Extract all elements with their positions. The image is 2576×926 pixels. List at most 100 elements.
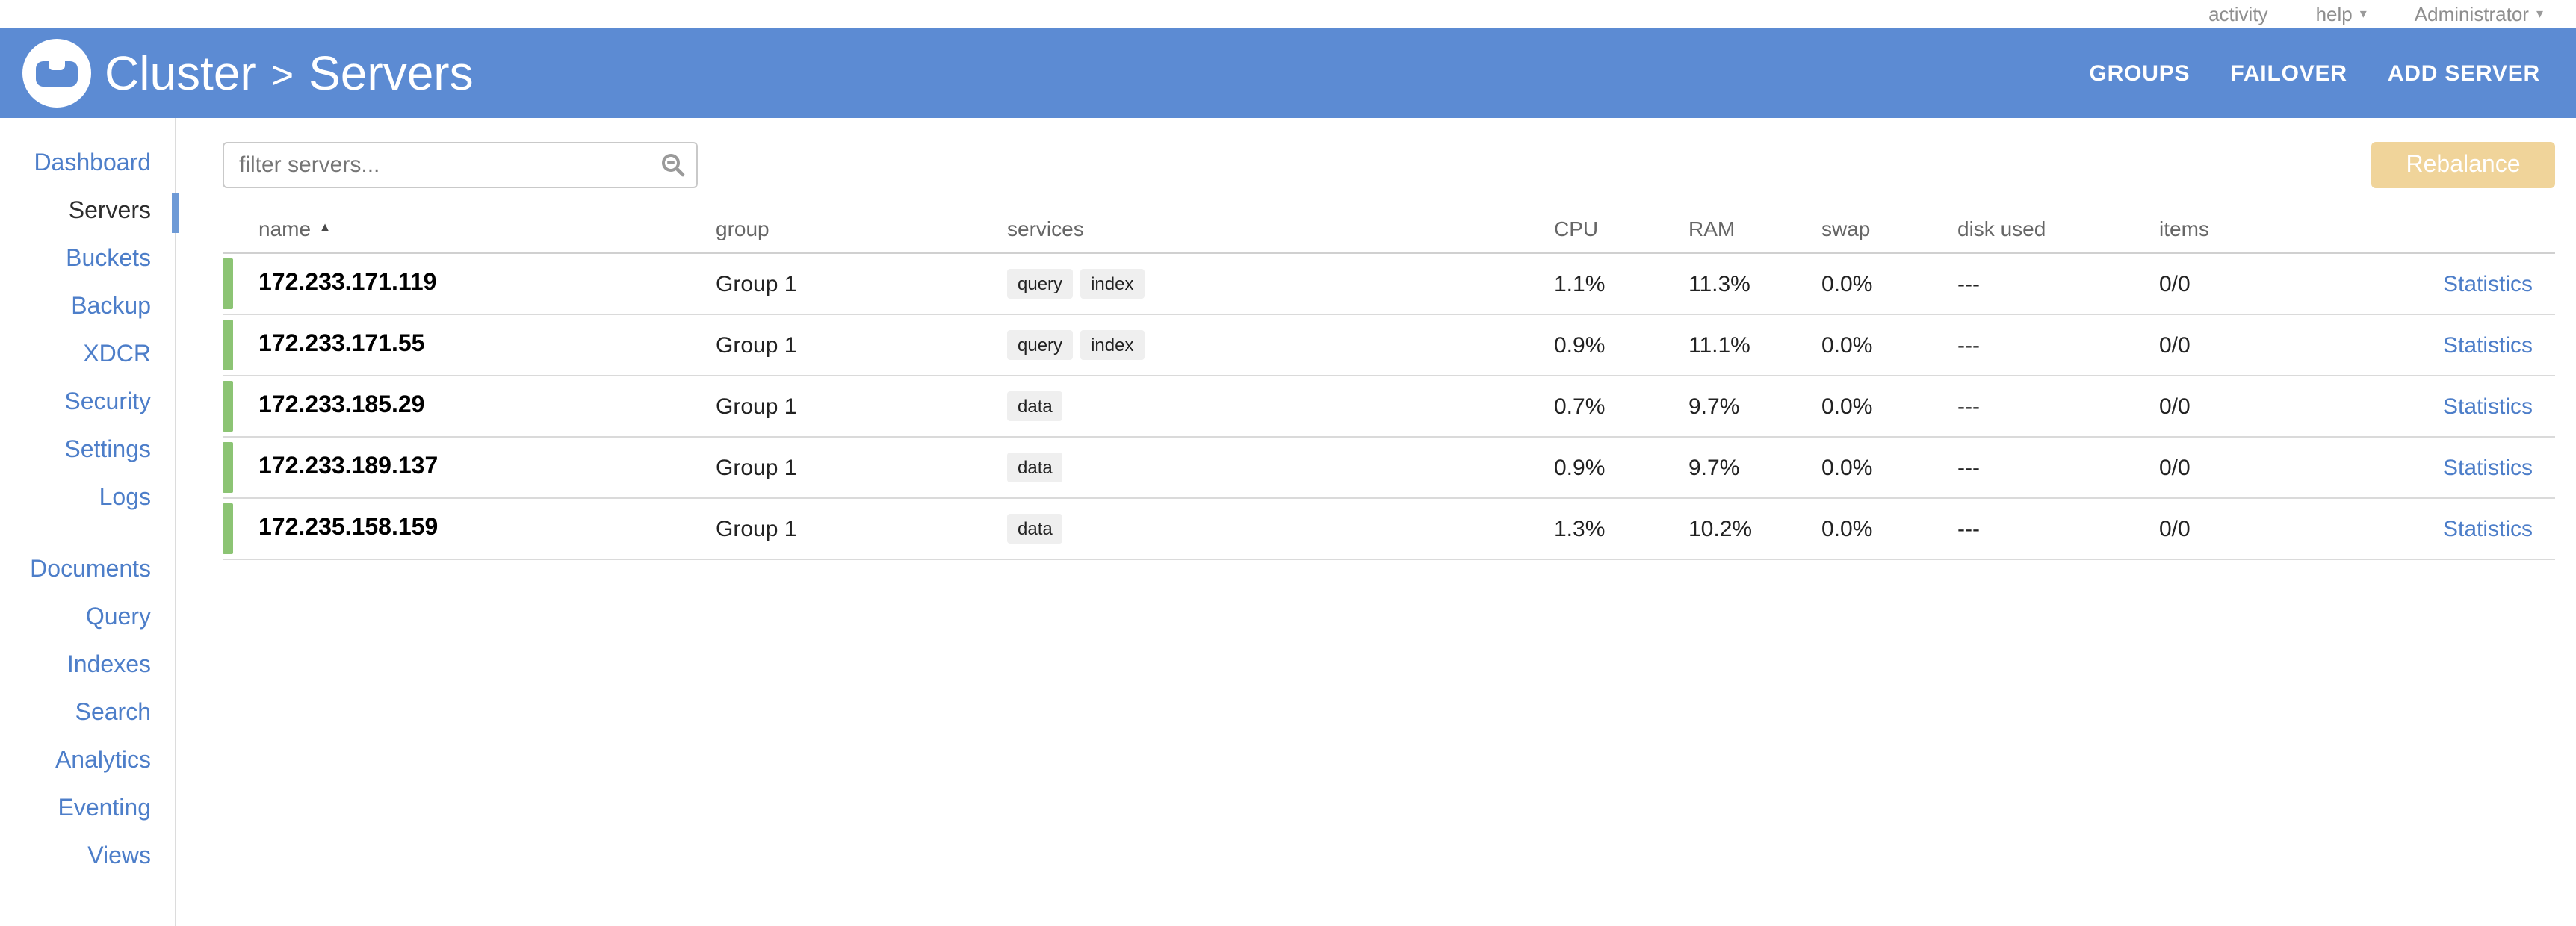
sidebar-item-views[interactable]: Views: [87, 844, 151, 869]
server-swap: 0.0%: [1821, 455, 1873, 480]
server-disk-used: ---: [1957, 516, 1980, 541]
column-header-group: group: [716, 216, 770, 240]
statistics-link[interactable]: Statistics: [2442, 455, 2533, 480]
server-disk-used: ---: [1957, 455, 1980, 480]
server-services: query index: [1007, 269, 1554, 299]
server-ram: 9.7%: [1688, 455, 1740, 480]
statistics-link[interactable]: Statistics: [2442, 271, 2533, 296]
sidebar-item-backup[interactable]: Backup: [71, 294, 151, 320]
server-name[interactable]: 172.233.171.119: [258, 270, 437, 296]
server-group: Group 1: [716, 394, 797, 419]
add-server-button[interactable]: ADD SERVER: [2387, 60, 2540, 86]
column-header-name-label: name: [258, 216, 312, 240]
server-status-healthy-bar: [223, 442, 233, 493]
server-cpu: 1.1%: [1554, 271, 1606, 296]
server-disk-used: ---: [1957, 271, 1980, 296]
sidebar-item-indexes[interactable]: Indexes: [66, 653, 151, 678]
column-header-swap: swap: [1821, 216, 1871, 240]
header-actions: GROUPS FAILOVER ADD SERVER: [2090, 60, 2540, 86]
filter-servers-field: [223, 142, 698, 188]
sidebar-item-logs[interactable]: Logs: [99, 485, 151, 511]
server-name[interactable]: 172.233.185.29: [258, 393, 425, 418]
column-header-ram: RAM: [1688, 216, 1736, 240]
servers-table: name ▲ group services CPU RAM swap disk …: [223, 203, 2555, 560]
servers-main: Rebalance name ▲ group services CPU RAM …: [176, 118, 2576, 926]
server-group: Group 1: [716, 455, 797, 480]
server-status-healthy-bar: [223, 320, 233, 370]
server-items: 0/0: [2159, 455, 2190, 480]
caret-down-icon: ▾: [2536, 6, 2543, 21]
server-status-healthy-bar: [223, 381, 233, 432]
servers-toolbar: Rebalance: [223, 142, 2555, 188]
column-header-disk-used: disk used: [1957, 216, 2046, 240]
active-item-indicator: [172, 193, 179, 233]
column-header-cpu: CPU: [1554, 216, 1599, 240]
sort-ascending-icon: ▲: [318, 220, 332, 234]
server-name[interactable]: 172.235.158.159: [258, 515, 439, 541]
failover-button[interactable]: FAILOVER: [2230, 60, 2347, 86]
service-badge: query: [1007, 330, 1074, 360]
server-items: 0/0: [2159, 516, 2190, 541]
server-ram: 10.2%: [1688, 516, 1753, 541]
server-services: data: [1007, 391, 1554, 421]
server-name[interactable]: 172.233.189.137: [258, 454, 439, 479]
server-name[interactable]: 172.233.171.55: [258, 332, 425, 357]
user-menu-label: Administrator: [2414, 3, 2529, 25]
breadcrumb-root: Cluster: [105, 46, 256, 99]
sidebar-item-documents[interactable]: Documents: [30, 557, 151, 582]
search-icon: [662, 154, 685, 177]
server-disk-used: ---: [1957, 332, 1980, 358]
table-row: 172.235.158.159 Group 1 data 1.3% 10.2% …: [223, 499, 2555, 560]
breadcrumb-separator-icon: >: [270, 52, 294, 96]
server-cpu: 0.9%: [1554, 332, 1606, 358]
app-header: Cluster > Servers GROUPS FAILOVER ADD SE…: [0, 28, 2576, 118]
help-menu[interactable]: help ▾: [2316, 3, 2367, 25]
help-menu-label: help: [2315, 3, 2353, 25]
sidebar-nav: Dashboard Servers Buckets Backup XDCR Se…: [0, 118, 179, 926]
service-badge: index: [1080, 330, 1145, 360]
sidebar-item-query[interactable]: Query: [85, 605, 151, 630]
groups-button[interactable]: GROUPS: [2089, 60, 2190, 86]
server-ram: 11.1%: [1688, 332, 1750, 358]
sidebar-item-eventing[interactable]: Eventing: [58, 796, 151, 821]
service-badge: index: [1080, 269, 1145, 299]
column-header-name[interactable]: name ▲: [258, 216, 716, 240]
couchbase-logo-icon: [22, 39, 91, 108]
service-badge: data: [1007, 514, 1063, 544]
server-swap: 0.0%: [1821, 332, 1873, 358]
table-row: 172.233.185.29 Group 1 data 0.7% 9.7% 0.…: [223, 376, 2555, 438]
service-badge: query: [1007, 269, 1074, 299]
rebalance-button[interactable]: Rebalance: [2371, 142, 2555, 188]
user-menu[interactable]: Administrator ▾: [2415, 3, 2543, 25]
server-ram: 11.3%: [1688, 271, 1750, 296]
service-badge: data: [1007, 453, 1063, 482]
sidebar-item-settings[interactable]: Settings: [64, 438, 151, 463]
table-header-row: name ▲ group services CPU RAM swap disk …: [223, 203, 2555, 254]
table-row: 172.233.189.137 Group 1 data 0.9% 9.7% 0…: [223, 438, 2555, 499]
server-group: Group 1: [716, 271, 797, 296]
sidebar-item-security[interactable]: Security: [64, 390, 151, 415]
server-services: query index: [1007, 330, 1554, 360]
statistics-link[interactable]: Statistics: [2442, 516, 2533, 541]
sidebar-item-dashboard[interactable]: Dashboard: [34, 151, 151, 176]
sidebar-item-servers[interactable]: Servers: [0, 188, 179, 236]
column-header-items: items: [2159, 216, 2209, 240]
server-services: data: [1007, 514, 1554, 544]
server-services: data: [1007, 453, 1554, 482]
server-disk-used: ---: [1957, 394, 1980, 419]
sidebar-item-xdcr[interactable]: XDCR: [83, 342, 151, 367]
activity-link[interactable]: activity: [2208, 3, 2268, 25]
sidebar-item-analytics[interactable]: Analytics: [55, 748, 151, 774]
server-status-healthy-bar: [223, 258, 233, 309]
statistics-link[interactable]: Statistics: [2442, 394, 2533, 419]
server-cpu: 1.3%: [1554, 516, 1606, 541]
server-cpu: 0.9%: [1554, 455, 1606, 480]
filter-servers-input[interactable]: [223, 142, 698, 188]
server-group: Group 1: [716, 516, 797, 541]
sidebar-item-buckets[interactable]: Buckets: [66, 246, 151, 272]
statistics-link[interactable]: Statistics: [2442, 332, 2533, 358]
sidebar-item-search[interactable]: Search: [75, 700, 151, 726]
server-group: Group 1: [716, 332, 797, 358]
column-header-services: services: [1007, 216, 1084, 240]
